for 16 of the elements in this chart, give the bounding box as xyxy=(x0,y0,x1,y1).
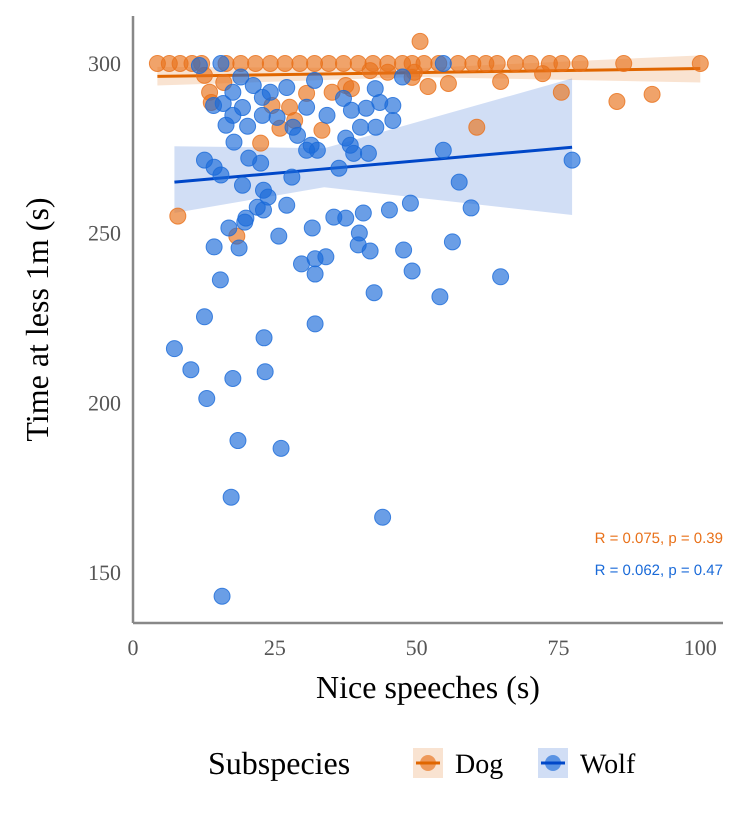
annotation: R = 0.062, p = 0.47 xyxy=(594,562,723,579)
legend-label: Dog xyxy=(455,748,504,780)
y-axis-title: Time at less 1m (s) xyxy=(19,197,55,442)
y-tick-label: 200 xyxy=(88,390,121,416)
y-tick-label: 250 xyxy=(88,220,121,246)
x-tick-label: 0 xyxy=(128,635,138,660)
legend-title: Subspecies xyxy=(208,745,350,782)
y-tick-label: 150 xyxy=(88,560,121,585)
x-tick-label: 75 xyxy=(547,635,570,660)
annotation: R = 0.075, p = 0.39 xyxy=(594,530,723,547)
x-tick-label: 25 xyxy=(264,635,286,660)
x-tick-label: 50 xyxy=(406,635,428,660)
x-axis-title: Nice speeches (s) xyxy=(316,669,540,705)
legend-label: Wolf xyxy=(580,748,636,780)
x-tick-label: 100 xyxy=(684,635,717,660)
y-tick-label: 300 xyxy=(88,51,121,76)
